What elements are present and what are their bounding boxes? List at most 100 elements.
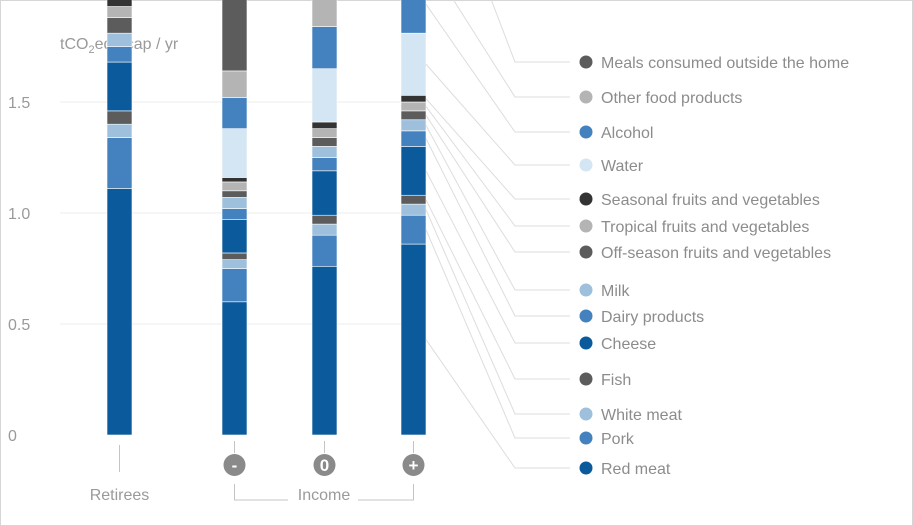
bar-segment-7: [106, 17, 133, 34]
income-marker: [402, 454, 425, 476]
bar-segment-9: [106, 0, 133, 7]
legend-marker: [579, 431, 593, 445]
bar-segment-7: [221, 190, 248, 198]
bar-segment-10: [311, 68, 338, 123]
bar-segment-11: [221, 97, 248, 129]
leader-line: [452, 0, 570, 98]
bar-segment-5: [106, 46, 133, 63]
bar-segment-3: [400, 194, 427, 205]
legend-entry: Alcohol: [601, 125, 653, 142]
legend-entry: Red meat: [601, 461, 671, 478]
bar-segment-2: [106, 123, 133, 138]
bar-segment-11: [311, 26, 338, 70]
leader-line: [425, 125, 570, 291]
income-marker-label: +: [409, 456, 419, 475]
leader-line: [425, 115, 570, 253]
bar-segment-8: [106, 6, 133, 18]
bars: [106, 0, 427, 436]
leader-line: [425, 170, 570, 344]
bar-segment-3: [311, 214, 338, 225]
bar-segment-9: [221, 177, 248, 183]
bar-segment-3: [106, 110, 133, 125]
legend-entry: Pork: [601, 431, 635, 448]
legend-marker: [579, 125, 593, 139]
bar-segment-4: [106, 61, 133, 112]
bar-segment-4: [221, 219, 248, 254]
bar-segment-10: [400, 32, 427, 96]
bar-segment-9: [311, 121, 338, 129]
bar-segment-5: [311, 157, 338, 172]
legend-marker: [579, 283, 593, 297]
legend-leader-lines: [425, 0, 570, 469]
bar-segment-0: [221, 301, 248, 436]
bar-segment-12: [311, 0, 338, 27]
legend-marker: [579, 158, 593, 172]
legend-entry: Seasonal fruits and vegetables: [601, 192, 820, 209]
income-bracket: [234, 484, 288, 501]
bar-segment-0: [311, 265, 338, 436]
legend-marker: [579, 407, 593, 421]
bar-segment-7: [400, 110, 427, 121]
income-marker-label: 0: [320, 456, 329, 475]
bar-segment-6: [221, 197, 248, 209]
legend-marker: [579, 461, 593, 475]
leader-line: [425, 138, 570, 317]
bar-segment-12: [221, 70, 248, 98]
bar-segment-13: [221, 0, 248, 72]
bar-segment-2: [311, 223, 338, 236]
bar-segment-4: [311, 170, 338, 216]
bar-segment-5: [221, 208, 248, 220]
legend-marker: [579, 336, 593, 350]
income-marker: [313, 454, 336, 476]
bar-segment-5: [400, 130, 427, 147]
legend-marker: [579, 192, 593, 206]
legend-entry: White meat: [601, 407, 682, 424]
x-group-label-income: Income: [298, 487, 351, 504]
bar-segment-8: [400, 101, 427, 112]
bar-segment-3: [221, 252, 248, 260]
leader-line: [490, 0, 570, 63]
legend-entry: Tropical fruits and vegetables: [601, 219, 809, 236]
bar-segment-6: [311, 146, 338, 158]
bar-segment-6: [400, 119, 427, 132]
bar-segment-8: [311, 128, 338, 138]
leader-line: [425, 339, 570, 469]
x-axis: Retirees - 0 + Income: [90, 441, 425, 504]
bar-segment-8: [221, 181, 248, 192]
bar-segment-1: [106, 137, 133, 189]
x-label-retirees: Retirees: [90, 487, 150, 504]
legend-entry: Cheese: [601, 336, 656, 353]
bar-segment-2: [400, 203, 427, 216]
bar-segment-2: [221, 259, 248, 269]
legend-entry: Off-season fruits and vegetables: [601, 245, 831, 262]
legend-entry: Fish: [601, 372, 631, 389]
bar-segment-4: [400, 146, 427, 196]
legend: Meals consumed outside the home Other foo…: [579, 55, 849, 478]
leader-line: [425, 4, 570, 133]
income-bracket: [358, 484, 414, 501]
legend-entry: Other food products: [601, 90, 742, 107]
bar-segment-6: [106, 32, 133, 47]
bar-segment-1: [311, 234, 338, 267]
bar-segment-0: [400, 243, 427, 436]
leader-line: [425, 63, 570, 166]
legend-entry: Water: [601, 158, 644, 175]
legend-entry: Meals consumed outside the home: [601, 55, 849, 72]
legend-marker: [579, 245, 593, 259]
leader-line: [425, 229, 570, 439]
bar-segment-11: [400, 0, 427, 34]
legend-marker: [579, 309, 593, 323]
income-marker: [223, 454, 246, 476]
y-tick-label: 1.5: [8, 95, 30, 112]
y-axis-ticks: 00.51.01.52.02.53.03.5: [8, 0, 30, 445]
y-tick-label: 0.5: [8, 317, 30, 334]
legend-marker: [579, 372, 593, 386]
y-tick-label: 0: [8, 428, 17, 445]
y-tick-label: 2.0: [8, 0, 30, 1]
income-marker-label: -: [232, 456, 238, 475]
bar-segment-1: [221, 268, 248, 303]
leader-line: [425, 199, 570, 380]
bar-segment-9: [400, 95, 427, 103]
leader-line: [425, 106, 570, 227]
